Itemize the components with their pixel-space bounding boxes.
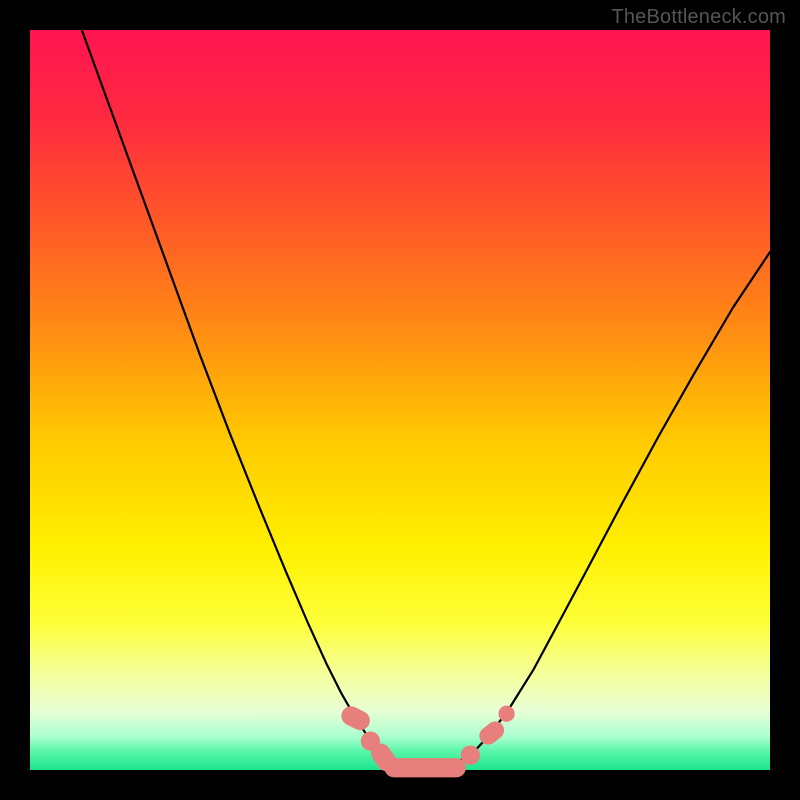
chart-stage: TheBottleneck.com — [0, 0, 800, 800]
curve-marker — [461, 746, 480, 765]
plot-background — [30, 30, 770, 770]
bottleneck-curve-chart — [0, 0, 800, 800]
curve-marker — [498, 706, 514, 722]
curve-marker — [384, 758, 465, 777]
